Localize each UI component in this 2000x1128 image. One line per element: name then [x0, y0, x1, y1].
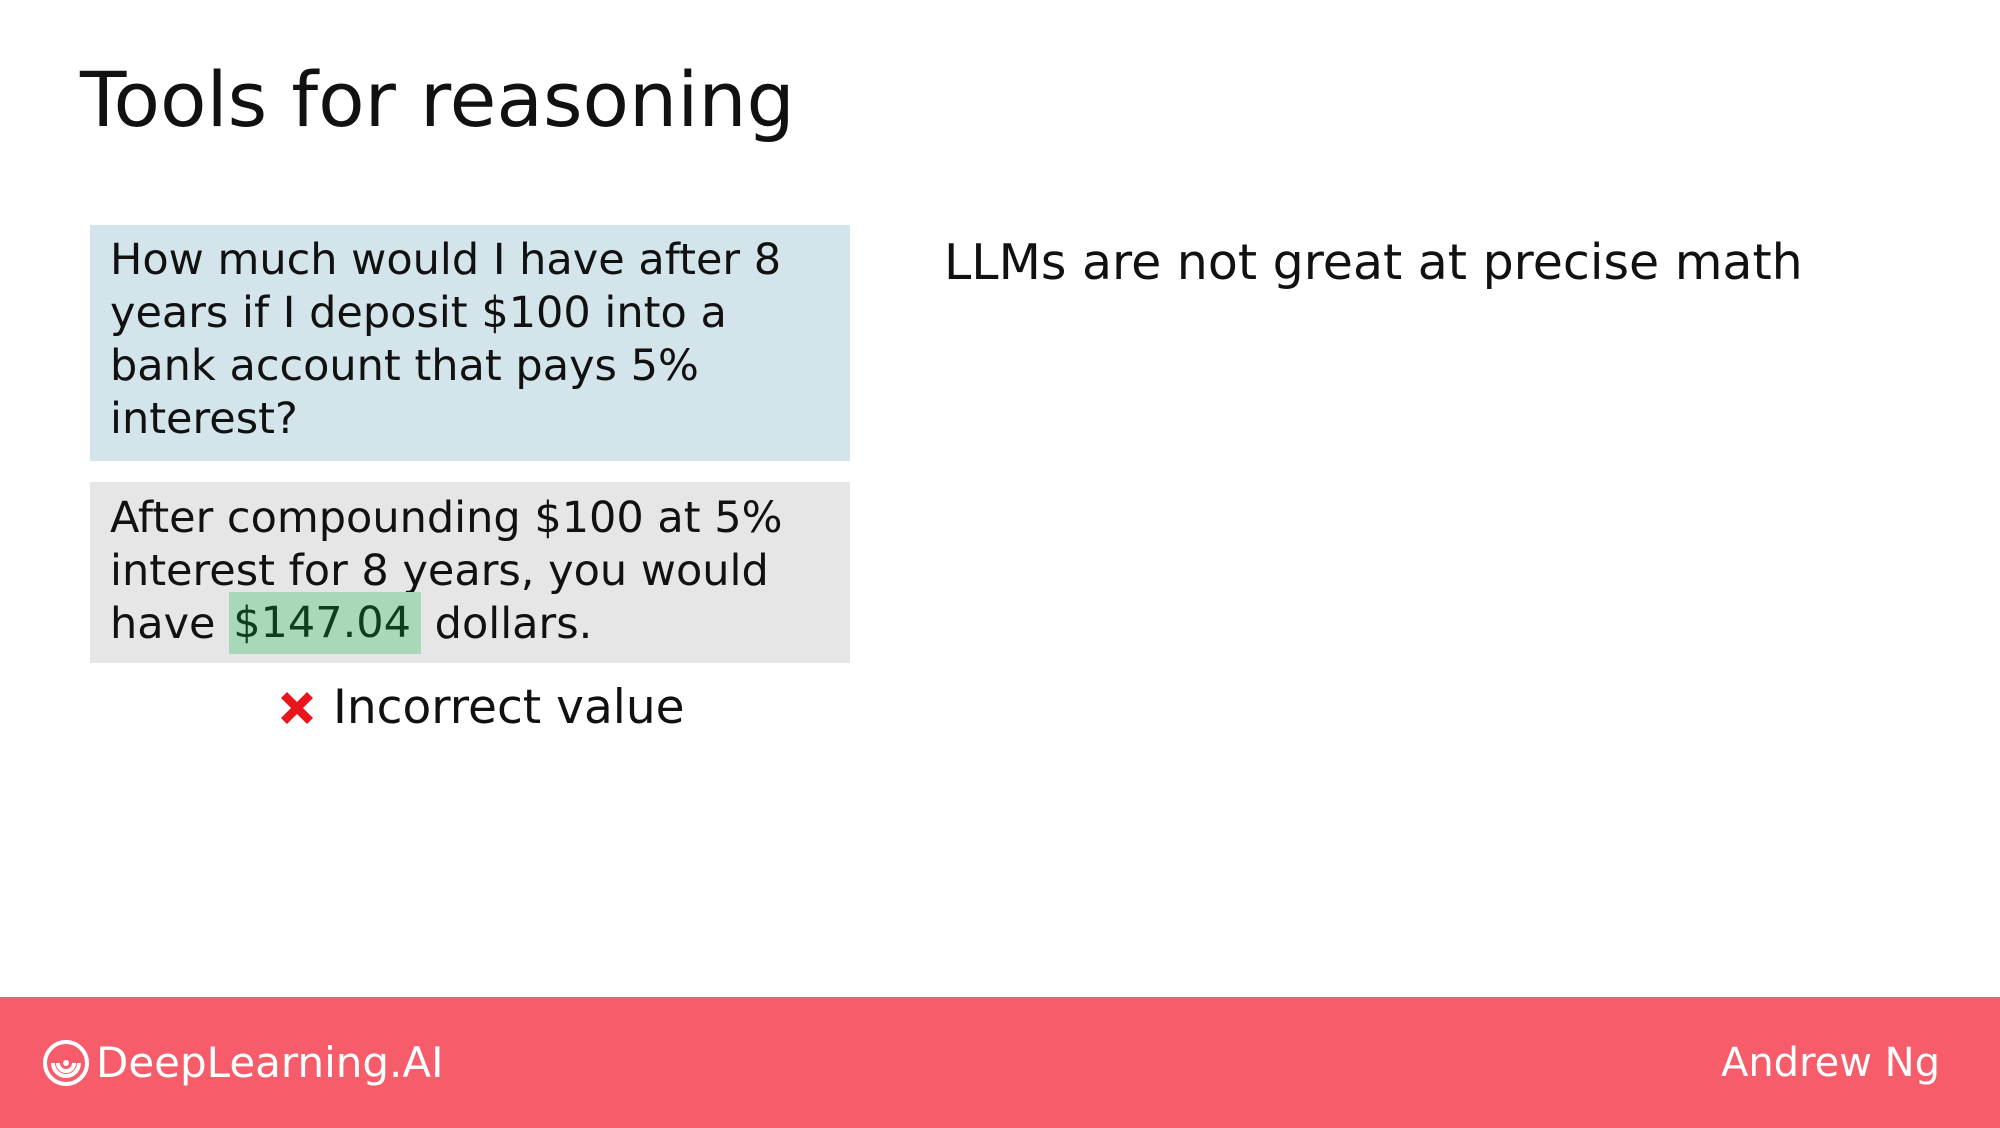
prompt-box: How much would I have after 8 years if I…	[90, 225, 850, 461]
verdict-text: Incorrect value	[333, 680, 685, 735]
footer-bar: DeepLearning.AI Andrew Ng	[0, 997, 2000, 1128]
response-line: After compounding $100 at 5%	[110, 493, 783, 543]
logo-text: DeepLearning.AI	[96, 1038, 444, 1087]
response-line-prefix: have	[110, 599, 230, 649]
slide-title: Tools for reasoning	[80, 55, 795, 144]
response-line-suffix: dollars.	[421, 599, 593, 649]
side-note: LLMs are not great at precise math	[944, 234, 1803, 291]
author-name: Andrew Ng	[1720, 1040, 1940, 1086]
prompt-line: How much would I have after 8	[110, 235, 782, 285]
highlighted-value: $147.04	[229, 592, 422, 654]
response-line: interest for 8 years, you would	[110, 546, 769, 596]
response-box: After compounding $100 at 5% interest fo…	[90, 482, 850, 663]
prompt-line: bank account that pays 5%	[110, 341, 699, 391]
prompt-line: years if I deposit $100 into a	[110, 288, 727, 338]
logo: DeepLearning.AI	[42, 1033, 443, 1093]
verdict: Incorrect value	[275, 678, 685, 738]
prompt-line: interest?	[110, 394, 298, 444]
deeplearning-logo-icon	[43, 1040, 89, 1086]
cross-mark-icon	[281, 692, 313, 724]
response-line: have $147.04 dollars.	[110, 592, 830, 654]
